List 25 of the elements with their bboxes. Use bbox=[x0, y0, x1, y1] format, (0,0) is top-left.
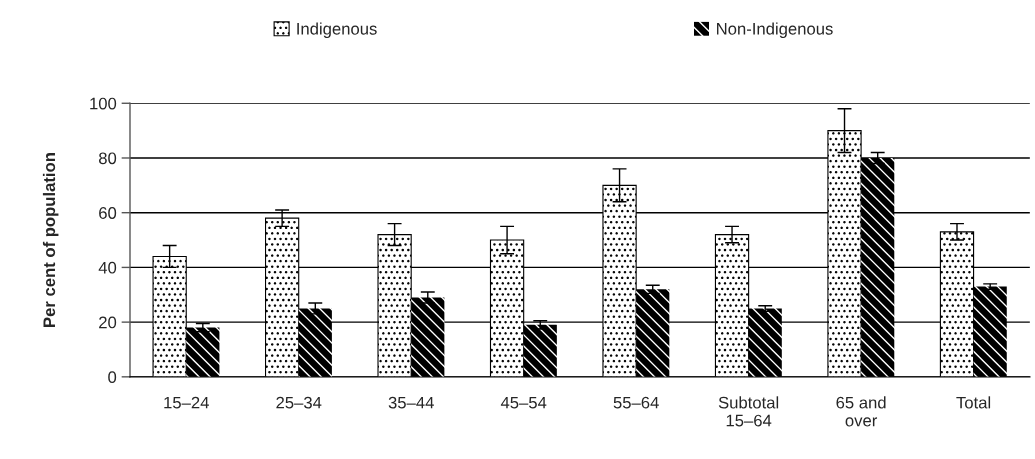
y-tick-label: 40 bbox=[98, 261, 117, 274]
bar bbox=[861, 157, 895, 377]
legend-label: Indigenous bbox=[297, 22, 377, 39]
bar bbox=[636, 289, 670, 377]
y-tick-label: 20 bbox=[99, 316, 117, 329]
x-tick-label: Total bbox=[956, 396, 991, 409]
y-tick-label: 80 bbox=[98, 152, 117, 165]
x-tick-label: 35–44 bbox=[388, 396, 434, 409]
bar bbox=[186, 327, 220, 377]
x-tick-label: 15–24 bbox=[164, 396, 209, 409]
bar bbox=[411, 297, 445, 377]
bar bbox=[973, 286, 1007, 377]
x-tick-label: 55–64 bbox=[613, 396, 659, 409]
bar bbox=[298, 308, 332, 377]
bar bbox=[748, 308, 782, 377]
x-tick-label: 25–34 bbox=[276, 396, 322, 409]
y-tick-label: 100 bbox=[90, 97, 117, 110]
y-tick-label: 0 bbox=[108, 371, 117, 384]
y-axis-title: Per cent of population bbox=[42, 153, 59, 327]
y-tick-label: 60 bbox=[99, 207, 117, 219]
legend-label: Non-Indigenous bbox=[717, 22, 833, 39]
x-tick-label: 65 and over bbox=[836, 396, 886, 427]
bar bbox=[523, 324, 557, 377]
x-tick-label: 45–54 bbox=[500, 396, 547, 409]
x-tick-label: Subtotal 15–64 bbox=[718, 396, 779, 427]
